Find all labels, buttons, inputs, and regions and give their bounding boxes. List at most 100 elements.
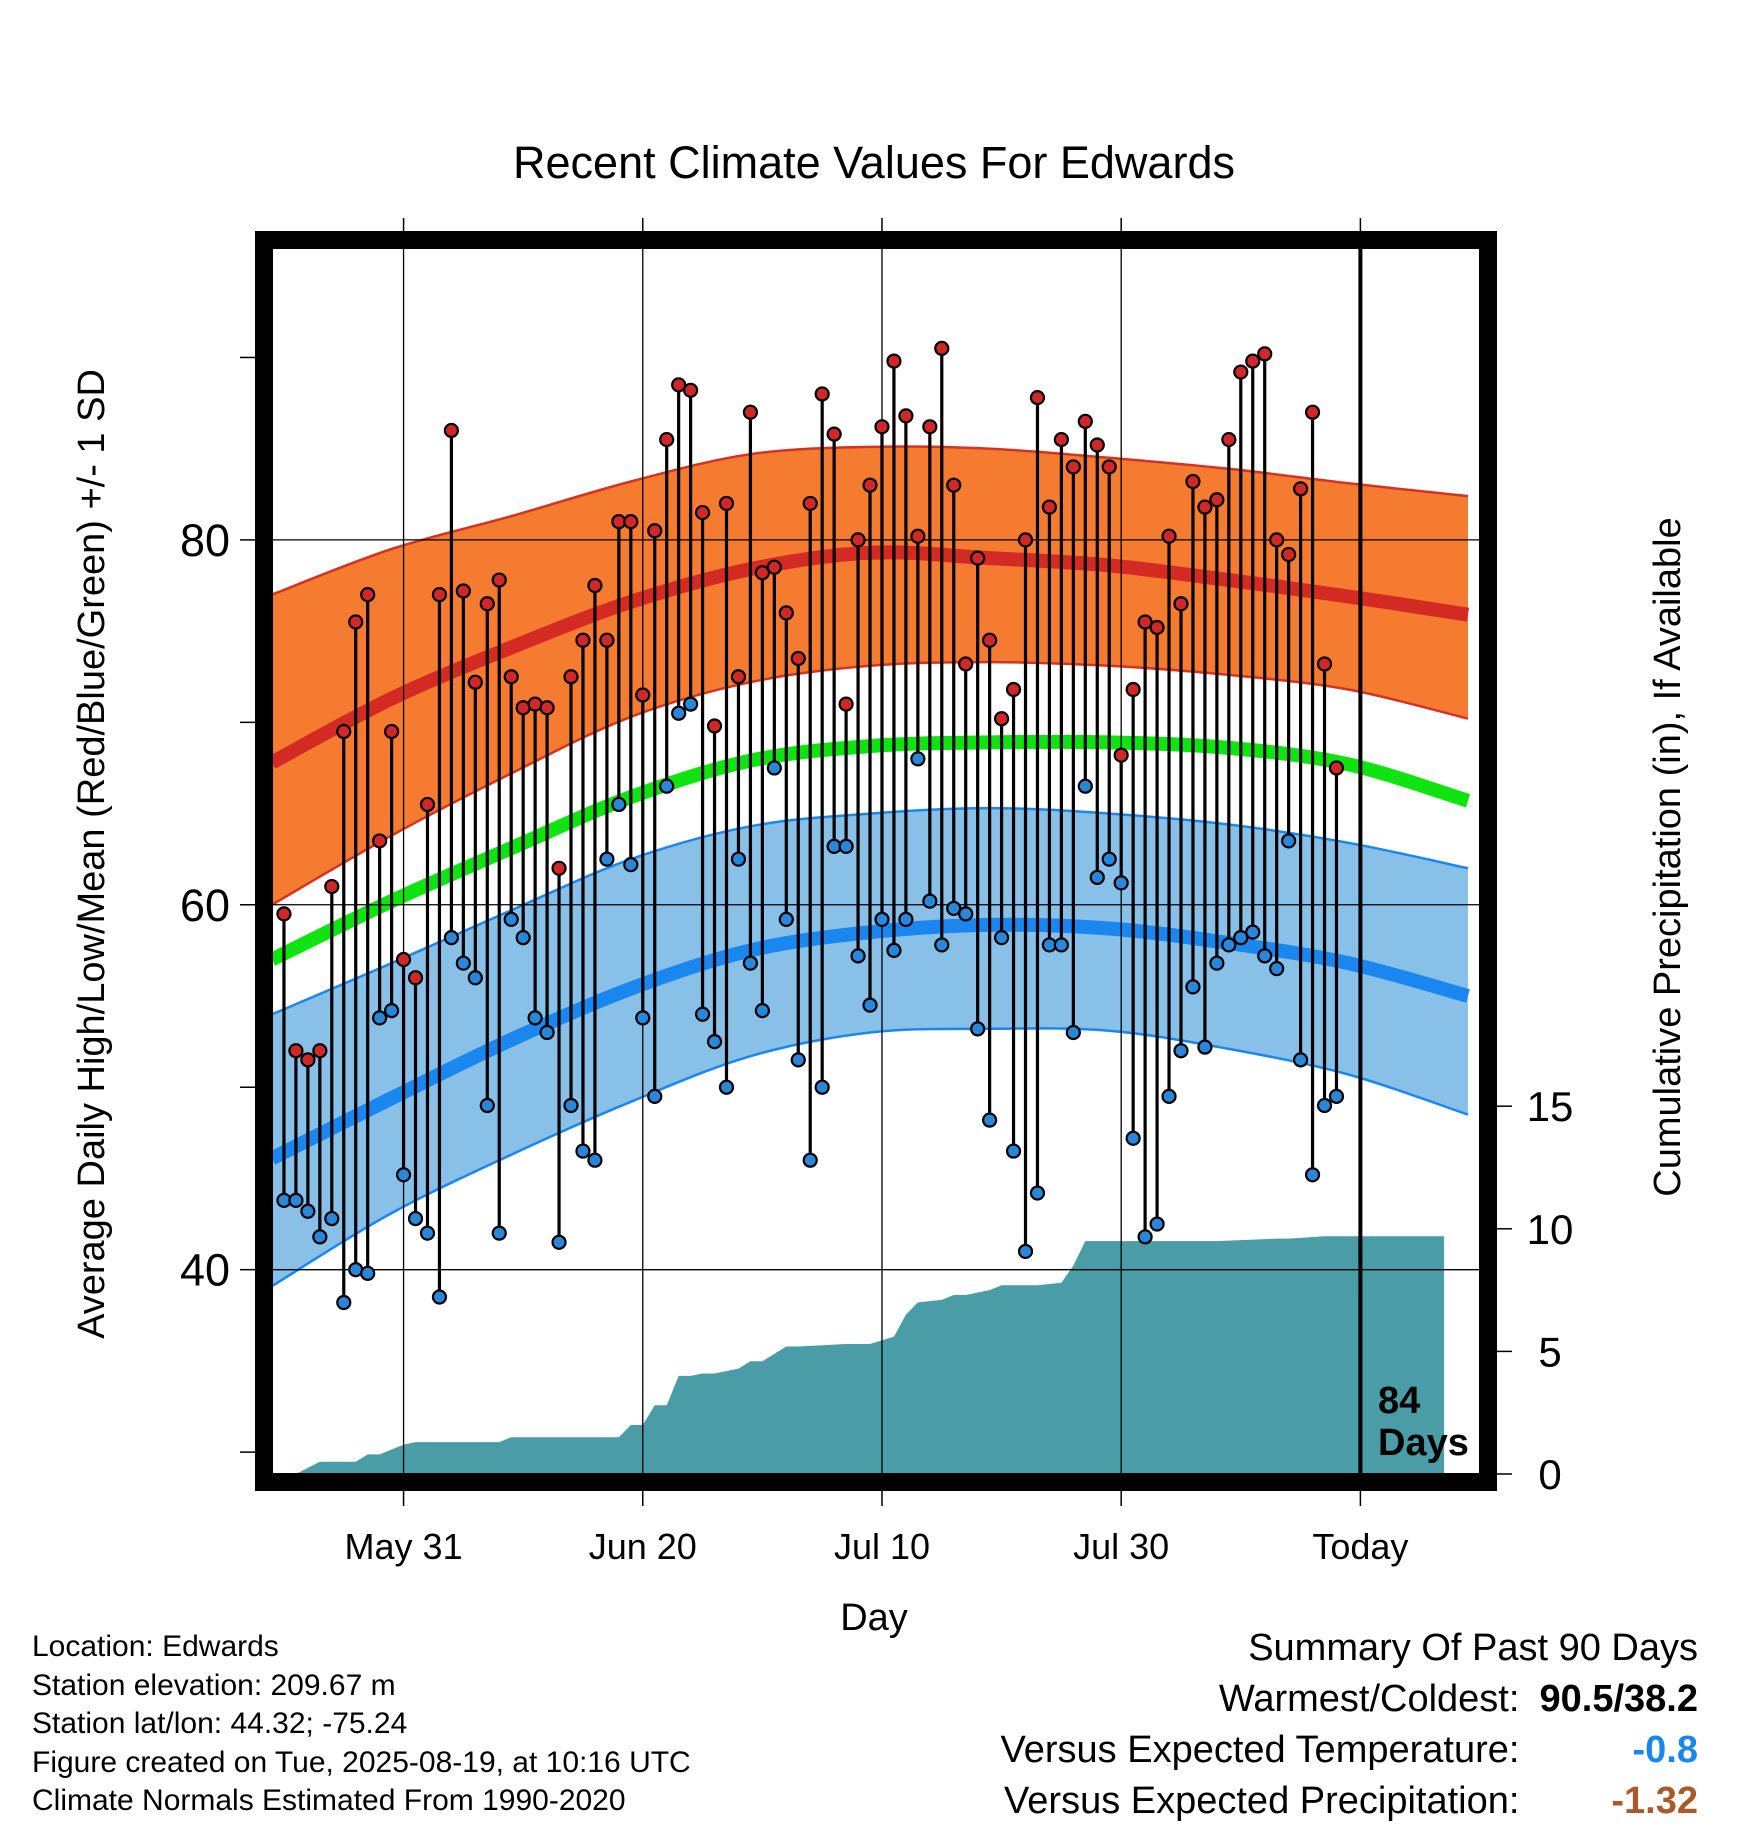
y-tick-label: 40 <box>180 1245 230 1296</box>
today-days-count: 84 <box>1378 1380 1420 1422</box>
daily-high-point <box>431 587 448 603</box>
daily-high-point <box>826 426 842 442</box>
daily-high-point <box>443 422 460 439</box>
x-tick-label: Jun 20 <box>589 1526 697 1567</box>
summary-temp-row: Versus Expected Temperature: -0.8 <box>1001 1725 1698 1776</box>
daily-high-point <box>1029 390 1046 406</box>
daily-low-point <box>659 778 675 794</box>
daily-low-point <box>1233 930 1249 946</box>
expected-temp-label: Versus Expected Temperature: <box>1000 1729 1520 1771</box>
daily-high-point <box>479 596 495 612</box>
daily-low-point <box>407 1210 424 1227</box>
daily-low-point <box>384 1003 400 1019</box>
daily-high-point <box>958 656 974 672</box>
daily-low-point <box>575 1143 591 1159</box>
daily-low-point <box>467 970 483 986</box>
daily-low-point <box>479 1097 495 1114</box>
daily-high-point <box>372 833 388 849</box>
daily-low-point <box>970 1021 986 1037</box>
daily-low-point <box>1245 924 1261 940</box>
daily-high-point <box>1209 492 1225 508</box>
daily-low-point <box>587 1152 603 1168</box>
daily-high-point <box>1328 760 1345 776</box>
daily-low-point <box>635 1010 651 1026</box>
daily-low-point <box>443 930 460 946</box>
station-info: Location: Edwards Station elevation: 209… <box>32 1628 691 1821</box>
daily-high-point <box>946 477 962 493</box>
daily-high-point <box>599 632 615 648</box>
daily-high-point <box>838 696 854 712</box>
figure-created: Figure created on Tue, 2025-08-19, at 10… <box>32 1745 691 1779</box>
daily-high-point <box>742 404 759 420</box>
daily-high-point <box>312 1043 328 1059</box>
daily-high-point <box>874 419 890 435</box>
daily-low-point <box>1113 875 1129 891</box>
summary-heading: Summary Of Past 90 Days <box>1248 1627 1698 1669</box>
daily-high-point <box>1065 459 1081 475</box>
daily-high-point <box>1197 499 1213 515</box>
expected-precip-value: -1.32 <box>1611 1780 1698 1822</box>
daily-high-point <box>1316 656 1333 672</box>
daily-low-point <box>1292 1052 1309 1068</box>
y2-tick-label: 10 <box>1527 1206 1574 1253</box>
daily-high-point <box>647 523 663 539</box>
y2-tick-label: 0 <box>1538 1451 1561 1498</box>
daily-low-point <box>395 1167 412 1183</box>
daily-low-point <box>850 948 866 964</box>
daily-low-point <box>1316 1097 1333 1114</box>
daily-high-point <box>1089 437 1105 453</box>
y2-tick-label: 15 <box>1527 1083 1574 1130</box>
daily-low-point <box>1304 1167 1321 1183</box>
daily-high-point <box>886 353 902 369</box>
daily-low-point <box>922 893 938 909</box>
warmest-coldest-value: 90.5/38.2 <box>1539 1678 1698 1720</box>
daily-low-point <box>671 705 687 721</box>
daily-high-point <box>993 711 1010 727</box>
daily-low-point <box>1173 1043 1189 1059</box>
daily-high-point <box>683 382 699 398</box>
daily-low-point <box>1221 937 1237 953</box>
daily-high-point <box>1005 681 1022 698</box>
precip-area <box>272 1236 1445 1474</box>
daily-low-point <box>1089 869 1105 886</box>
daily-high-point <box>754 565 770 581</box>
daily-low-point <box>623 857 639 873</box>
daily-low-point <box>336 1294 352 1311</box>
daily-high-point <box>539 700 555 716</box>
daily-high-point <box>910 528 926 544</box>
low-band-lower-edge <box>272 1027 1469 1288</box>
daily-high-point <box>384 723 400 740</box>
daily-high-point <box>1125 681 1141 698</box>
daily-high-point <box>1185 473 1201 490</box>
daily-low-point <box>527 1010 543 1026</box>
daily-high-point <box>336 723 352 740</box>
daily-low-point <box>1137 1229 1153 1245</box>
daily-high-point <box>407 970 424 986</box>
daily-high-point <box>276 906 292 922</box>
daily-high-point <box>324 878 340 895</box>
daily-low-point <box>1005 1143 1022 1159</box>
summary-panel: Summary Of Past 90 Days Warmest/Coldest:… <box>1001 1623 1698 1827</box>
daily-low-point <box>946 900 962 917</box>
daily-low-point <box>1077 778 1093 794</box>
daily-high-point <box>970 550 986 566</box>
daily-low-point <box>910 751 926 767</box>
daily-high-point <box>1292 481 1309 497</box>
daily-high-point <box>635 687 651 703</box>
daily-low-point <box>288 1192 304 1208</box>
daily-high-point <box>814 386 830 402</box>
daily-high-point <box>898 408 914 424</box>
daily-high-point <box>982 632 998 648</box>
daily-high-point <box>575 632 591 648</box>
daily-low-point <box>551 1234 567 1250</box>
daily-high-point <box>1161 528 1177 544</box>
daily-high-point <box>503 669 519 685</box>
daily-high-point <box>862 477 878 493</box>
daily-low-point <box>874 911 890 927</box>
daily-high-point <box>551 860 567 876</box>
daily-high-point <box>706 718 723 734</box>
daily-high-point <box>1245 353 1261 369</box>
daily-high-point <box>790 650 806 667</box>
daily-high-point <box>1077 413 1093 429</box>
